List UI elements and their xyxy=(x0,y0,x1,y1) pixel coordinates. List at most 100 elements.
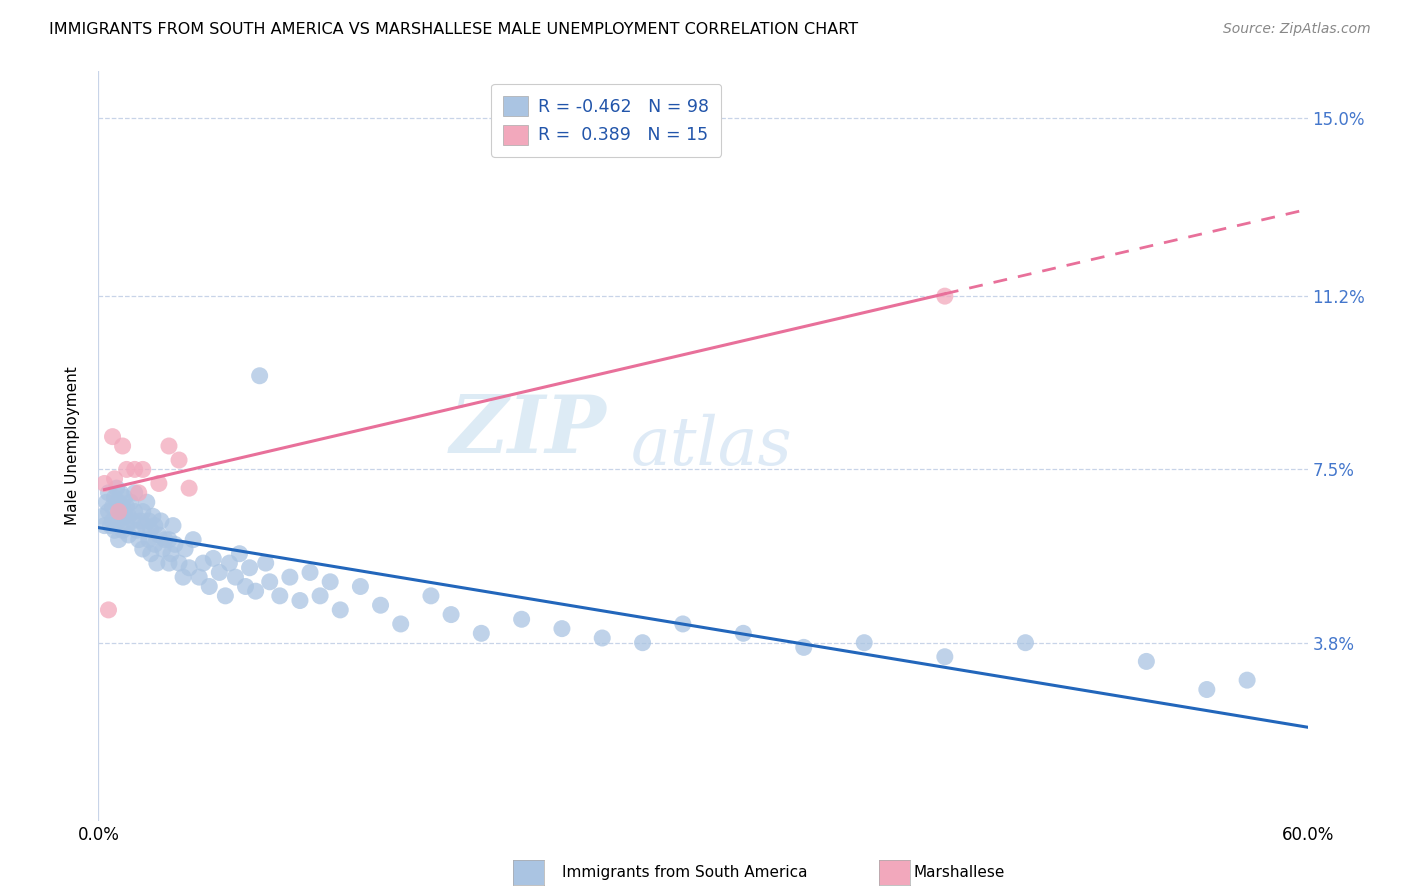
Point xyxy=(105,481,128,495)
Point xyxy=(135,495,157,509)
Point xyxy=(181,533,204,547)
Point xyxy=(115,462,138,476)
Point xyxy=(162,518,184,533)
Point xyxy=(224,570,246,584)
Point xyxy=(121,514,143,528)
Point xyxy=(148,476,170,491)
Point xyxy=(93,518,115,533)
Point xyxy=(103,523,125,537)
Point xyxy=(793,640,815,655)
Point xyxy=(319,574,342,589)
Point xyxy=(91,509,114,524)
Point xyxy=(107,533,129,547)
Point xyxy=(934,649,956,664)
Text: Marshallese: Marshallese xyxy=(914,865,1005,880)
Point xyxy=(148,528,170,542)
Point xyxy=(128,533,150,547)
Point xyxy=(672,617,695,632)
Text: Source: ZipAtlas.com: Source: ZipAtlas.com xyxy=(1223,22,1371,37)
Point xyxy=(631,635,654,649)
Point xyxy=(269,589,291,603)
Point xyxy=(132,541,155,557)
Point xyxy=(97,603,120,617)
Legend: R = -0.462   N = 98, R =  0.389   N = 15: R = -0.462 N = 98, R = 0.389 N = 15 xyxy=(491,84,721,157)
Point xyxy=(188,570,211,584)
Point xyxy=(288,593,311,607)
Point xyxy=(214,589,236,603)
Point xyxy=(146,556,169,570)
Point xyxy=(153,533,176,547)
Point xyxy=(128,485,150,500)
Point xyxy=(259,574,281,589)
Point xyxy=(107,505,129,519)
Point xyxy=(193,556,215,570)
Point xyxy=(142,509,165,524)
Point xyxy=(299,566,322,580)
Point xyxy=(115,518,138,533)
Point xyxy=(100,518,122,533)
Text: atlas: atlas xyxy=(630,413,792,479)
Point xyxy=(101,514,124,528)
Point xyxy=(107,514,129,528)
Point xyxy=(163,537,186,551)
Point xyxy=(157,556,180,570)
Point xyxy=(124,505,146,519)
Point xyxy=(132,462,155,476)
Point xyxy=(97,505,120,519)
Point xyxy=(218,556,240,570)
Point xyxy=(1135,655,1157,669)
Point xyxy=(157,439,180,453)
Point xyxy=(129,514,152,528)
Point xyxy=(132,505,155,519)
Point xyxy=(202,551,225,566)
Point xyxy=(111,500,134,514)
Point xyxy=(103,491,125,505)
Point xyxy=(124,485,146,500)
Point xyxy=(934,289,956,303)
Text: IMMIGRANTS FROM SOUTH AMERICA VS MARSHALLESE MALE UNEMPLOYMENT CORRELATION CHART: IMMIGRANTS FROM SOUTH AMERICA VS MARSHAL… xyxy=(49,22,858,37)
Point xyxy=(420,589,443,603)
Point xyxy=(370,599,392,613)
Point xyxy=(1014,635,1036,649)
Point xyxy=(120,495,142,509)
Point xyxy=(139,523,162,537)
Point xyxy=(198,580,221,594)
Point xyxy=(239,561,262,575)
Point xyxy=(101,500,124,514)
Point xyxy=(160,547,183,561)
Point xyxy=(107,495,129,509)
Point xyxy=(111,523,134,537)
Point xyxy=(103,472,125,486)
Point xyxy=(245,584,267,599)
Point xyxy=(124,462,146,476)
Point xyxy=(111,439,134,453)
Point xyxy=(96,495,118,509)
Point xyxy=(733,626,755,640)
Point xyxy=(114,491,136,505)
Point xyxy=(174,541,197,557)
Point xyxy=(179,481,201,495)
Point xyxy=(118,509,141,524)
Y-axis label: Male Unemployment: Male Unemployment xyxy=(65,367,80,525)
Point xyxy=(470,626,492,640)
Point xyxy=(329,603,352,617)
Point xyxy=(349,580,371,594)
Point xyxy=(228,547,250,561)
Point xyxy=(101,430,124,444)
Point xyxy=(152,541,174,557)
Point xyxy=(510,612,533,626)
Point xyxy=(143,518,166,533)
Point xyxy=(138,533,160,547)
Point xyxy=(172,570,194,584)
Point xyxy=(167,453,190,467)
Point xyxy=(115,500,138,514)
Point xyxy=(309,589,332,603)
Point xyxy=(149,514,172,528)
Point xyxy=(440,607,463,622)
Point xyxy=(591,631,613,645)
Point xyxy=(110,485,132,500)
Point xyxy=(1195,682,1218,697)
Point xyxy=(551,622,574,636)
Point xyxy=(138,514,160,528)
Point xyxy=(143,537,166,551)
